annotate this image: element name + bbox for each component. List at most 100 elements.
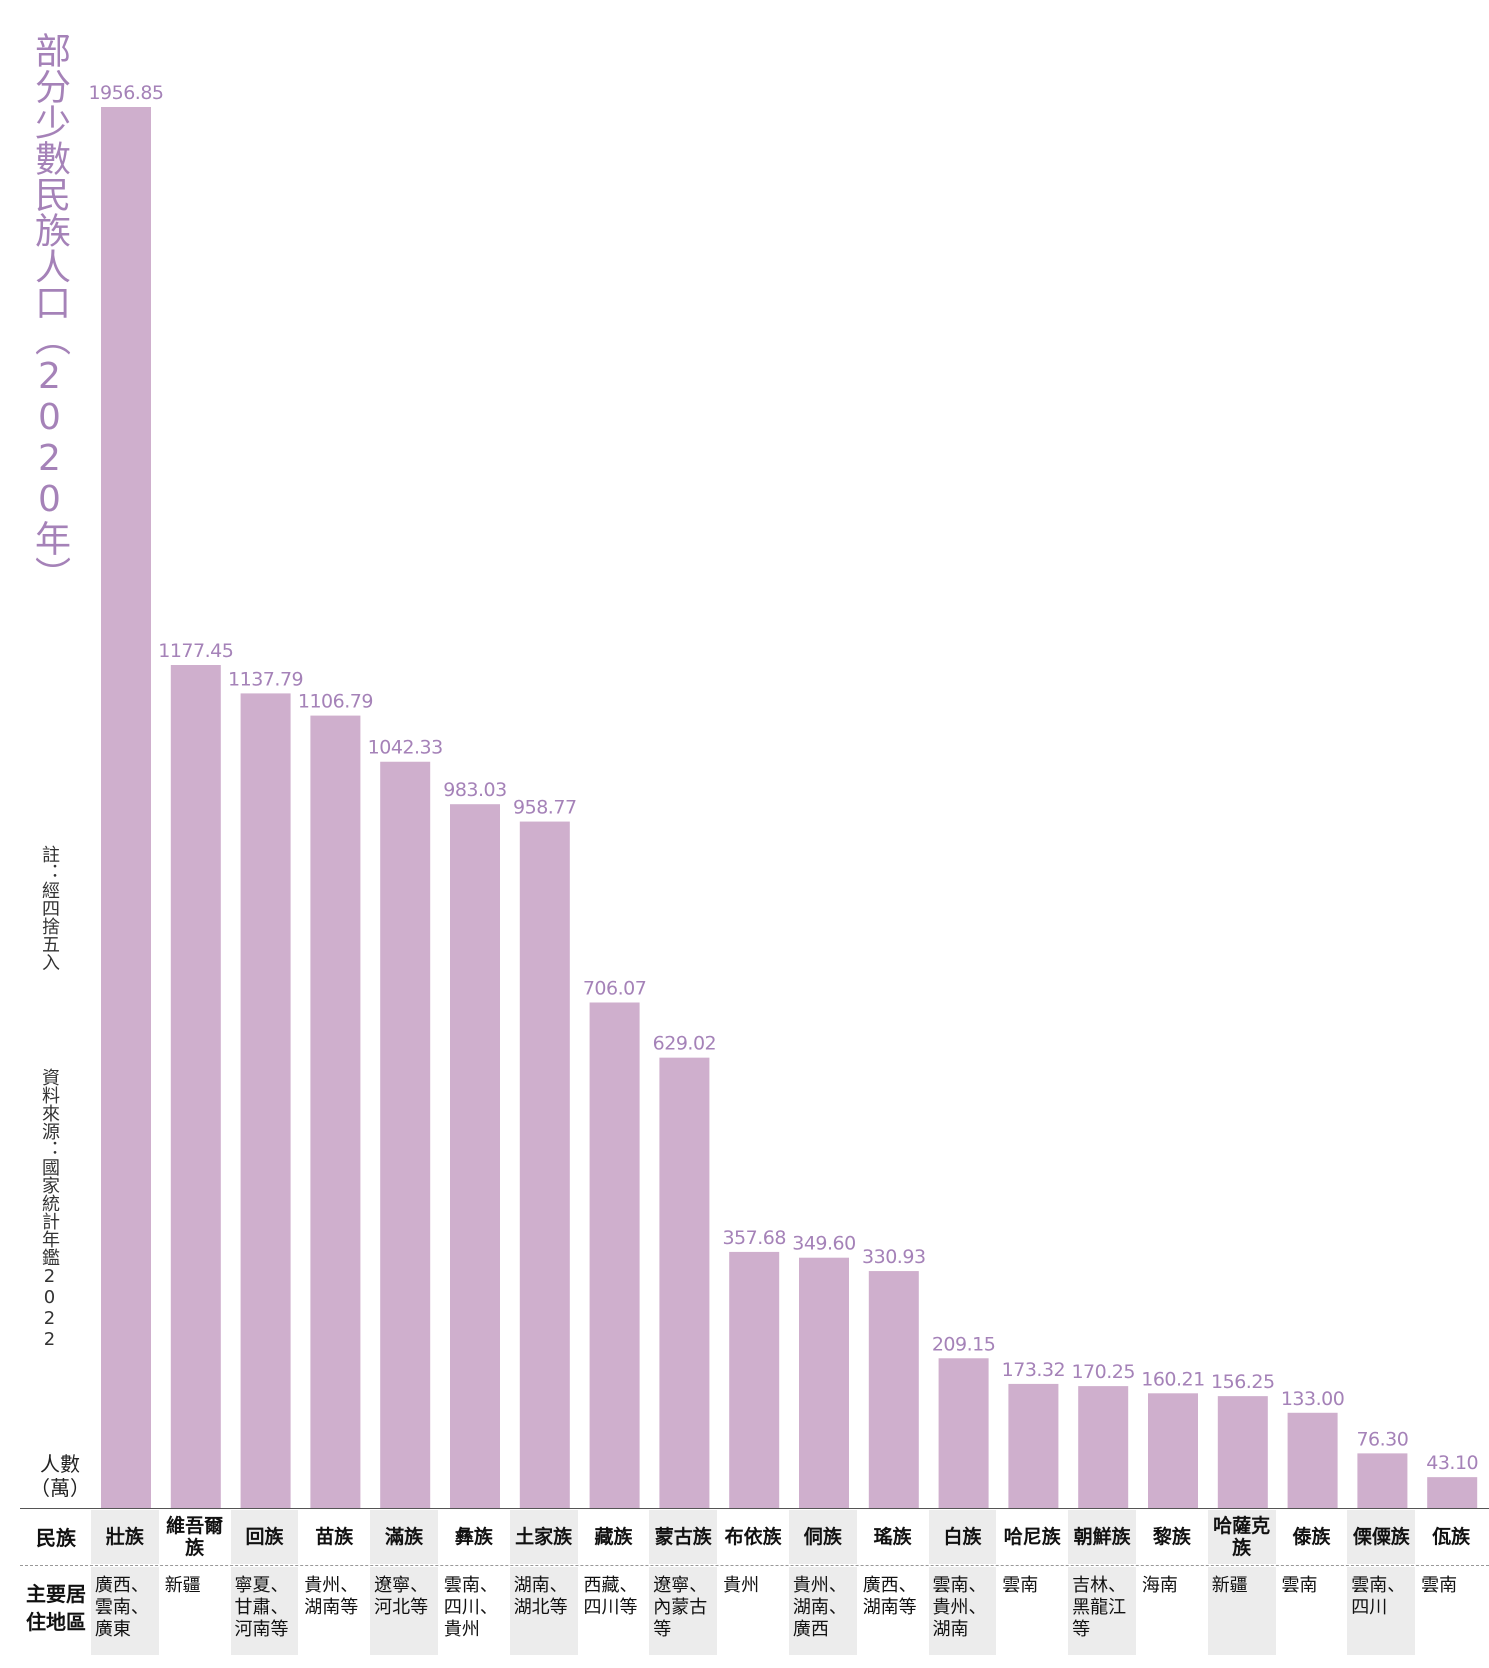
region-cell: 貴州 [719, 1567, 787, 1655]
region-text: 寧夏、甘肅、河南等 [234, 1575, 289, 1640]
ethnicity-name: 黎族 [1152, 1526, 1191, 1548]
ethnicity-name-cell: 傣族 [1278, 1510, 1346, 1564]
value-label: 1956.85 [88, 82, 163, 104]
value-label: 133.00 [1281, 1388, 1344, 1410]
value-label: 170.25 [1071, 1361, 1134, 1383]
bar-藏族 [589, 1002, 640, 1508]
value-label: 156.25 [1211, 1371, 1274, 1393]
bar-布依族 [729, 1251, 780, 1508]
ethnicity-name-cell: 傈僳族 [1347, 1510, 1416, 1564]
bar-朝鮮族 [1078, 1386, 1129, 1508]
region-text: 貴州、湖南等 [304, 1575, 359, 1618]
ethnicity-name: 藏族 [594, 1526, 633, 1548]
region-cell: 新疆 [161, 1567, 229, 1655]
bar-哈薩克族 [1217, 1396, 1268, 1508]
ethnicity-name: 滿族 [385, 1526, 424, 1548]
ethnicity-name-cell: 瑤族 [859, 1510, 927, 1564]
region-text: 吉林、黑龍江等 [1072, 1575, 1127, 1640]
ethnicity-name-cell: 白族 [928, 1510, 997, 1564]
ethnicity-name-cell: 哈尼族 [998, 1510, 1066, 1564]
ethnicity-name-cell: 土家族 [509, 1510, 578, 1564]
bar-白族 [938, 1358, 989, 1508]
y-axis-unit-label: 人數（萬） [30, 1452, 90, 1500]
ethnicity-name: 哈尼族 [1003, 1526, 1061, 1548]
region-cell: 廣西、湖南等 [859, 1567, 927, 1655]
ethnicity-name: 彝族 [454, 1526, 493, 1548]
ethnicity-name-cell: 黎族 [1138, 1510, 1206, 1564]
region-cell: 雲南、貴州、湖南 [928, 1567, 997, 1655]
ethnicity-name-cell: 滿族 [370, 1510, 438, 1564]
region-cell: 雲南 [1278, 1567, 1346, 1655]
region-cell: 雲南 [998, 1567, 1066, 1655]
region-text: 廣西、湖南等 [862, 1575, 917, 1618]
region-text: 貴州 [723, 1575, 760, 1596]
ethnicity-name: 維吾爾族 [166, 1515, 224, 1559]
bar-壯族 [101, 107, 151, 1508]
region-cell: 遼寧、內蒙古等 [649, 1567, 718, 1655]
bar-瑤族 [868, 1271, 919, 1508]
x-axis-line [20, 1508, 1489, 1509]
value-label: 330.93 [862, 1246, 925, 1268]
ethnicity-name: 土家族 [515, 1526, 573, 1548]
value-label: 160.21 [1141, 1368, 1204, 1390]
ethnicity-name: 布依族 [724, 1526, 782, 1548]
region-cell: 湖南、湖北等 [509, 1567, 578, 1655]
ethnicity-name-cell: 蒙古族 [649, 1510, 718, 1564]
bar-傈僳族 [1357, 1453, 1408, 1508]
ethnicity-name: 傣族 [1292, 1526, 1331, 1548]
value-label: 1106.79 [298, 691, 373, 713]
ethnicity-name: 白族 [943, 1526, 982, 1548]
ethnicity-name: 回族 [245, 1526, 284, 1548]
ethnicity-name: 蒙古族 [654, 1526, 712, 1548]
value-label: 76.30 [1356, 1428, 1408, 1450]
region-cell: 廣西、雲南、廣東 [91, 1567, 159, 1655]
ethnicity-name: 傈僳族 [1352, 1526, 1410, 1548]
region-text: 新疆 [1211, 1575, 1248, 1596]
bar-蒙古族 [659, 1057, 710, 1508]
value-label: 1137.79 [228, 668, 303, 690]
bar-土家族 [519, 821, 570, 1508]
bar-侗族 [799, 1257, 849, 1508]
region-text: 遼寧、河北等 [374, 1575, 429, 1618]
region-text: 雲南、四川 [1351, 1575, 1406, 1618]
bar-苗族 [310, 715, 361, 1508]
value-label: 983.03 [443, 779, 506, 801]
bar-回族 [240, 693, 291, 1508]
region-text: 海南 [1141, 1575, 1178, 1596]
ethnicity-name: 朝鮮族 [1073, 1526, 1131, 1548]
region-text: 雲南、四川、貴州 [443, 1575, 498, 1640]
chart-title: 部分少數民族人口（2020年） [29, 32, 70, 592]
ethnicity-name-cell: 維吾爾族 [161, 1510, 229, 1564]
region-text: 雲南、貴州、湖南 [932, 1575, 987, 1640]
ethnicity-name-cell: 彝族 [440, 1510, 508, 1564]
value-label: 629.02 [653, 1033, 716, 1055]
region-cell: 雲南 [1417, 1567, 1485, 1655]
ethnicity-name: 壯族 [105, 1526, 144, 1548]
region-text: 廣西、雲南、廣東 [94, 1575, 149, 1640]
ethnicity-name-cell: 哈薩克族 [1207, 1510, 1276, 1564]
ethnicity-name-cell: 侗族 [789, 1510, 857, 1564]
bar-佤族 [1427, 1477, 1478, 1508]
region-row-label-text: 主要居住地區 [26, 1582, 86, 1634]
ethnicity-name: 苗族 [315, 1526, 354, 1548]
value-label: 1177.45 [158, 640, 233, 662]
region-cell: 遼寧、河北等 [370, 1567, 438, 1655]
value-label: 173.32 [1002, 1359, 1065, 1381]
region-cell: 新疆 [1207, 1567, 1276, 1655]
region-cell: 寧夏、甘肅、河南等 [230, 1567, 299, 1655]
region-text: 貴州、湖南、廣西 [792, 1575, 847, 1640]
value-label: 1042.33 [368, 737, 443, 759]
region-text: 雲南 [1421, 1575, 1458, 1596]
table-row-separator [20, 1565, 1489, 1567]
ethnicity-name-cell: 藏族 [580, 1510, 648, 1564]
bar-維吾爾族 [170, 665, 221, 1508]
region-row-label: 主要居住地區 [20, 1580, 92, 1636]
ethnicity-name: 侗族 [803, 1526, 842, 1548]
value-label: 349.60 [792, 1233, 855, 1255]
region-text: 西藏、四川等 [583, 1575, 638, 1618]
region-cell: 雲南、四川 [1347, 1567, 1416, 1655]
region-text: 湖南、湖北等 [513, 1575, 568, 1618]
source-note: 資料來源：國家統計年鑑2022 [39, 1068, 60, 1350]
bar-傣族 [1287, 1412, 1338, 1508]
